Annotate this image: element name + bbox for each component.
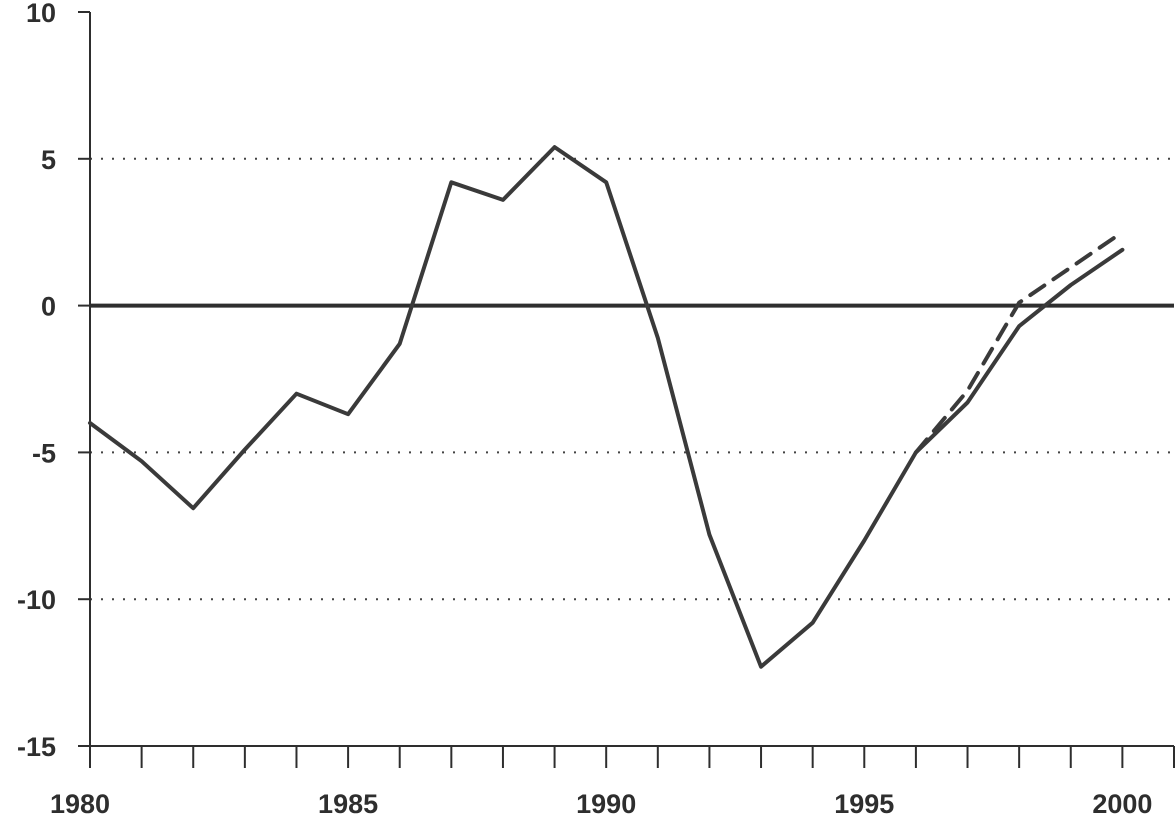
axes	[78, 11, 1175, 768]
y-tick-label: -15	[17, 732, 56, 762]
series-line-solid	[88, 145, 1125, 669]
x-tick-label: 1995	[834, 789, 894, 818]
y-tick-label: -5	[32, 438, 56, 468]
gridlines	[90, 157, 1174, 601]
x-tick-label: 2000	[1092, 789, 1152, 818]
y-tick-label: -10	[17, 585, 56, 615]
x-tick-label: 1985	[318, 789, 378, 818]
y-tick-label: 5	[41, 145, 56, 175]
y-tick-label: 0	[41, 292, 56, 322]
y-tick-label: 10	[26, 0, 56, 28]
series-line-dashed	[913, 230, 1125, 455]
x-tick-label: 1990	[576, 789, 636, 818]
x-tick-label: 1980	[50, 789, 110, 818]
series	[88, 145, 1125, 669]
tick-labels: 10 5 0 -5 -10 -15 1980 1985 1990 1995 2000	[17, 0, 1152, 818]
